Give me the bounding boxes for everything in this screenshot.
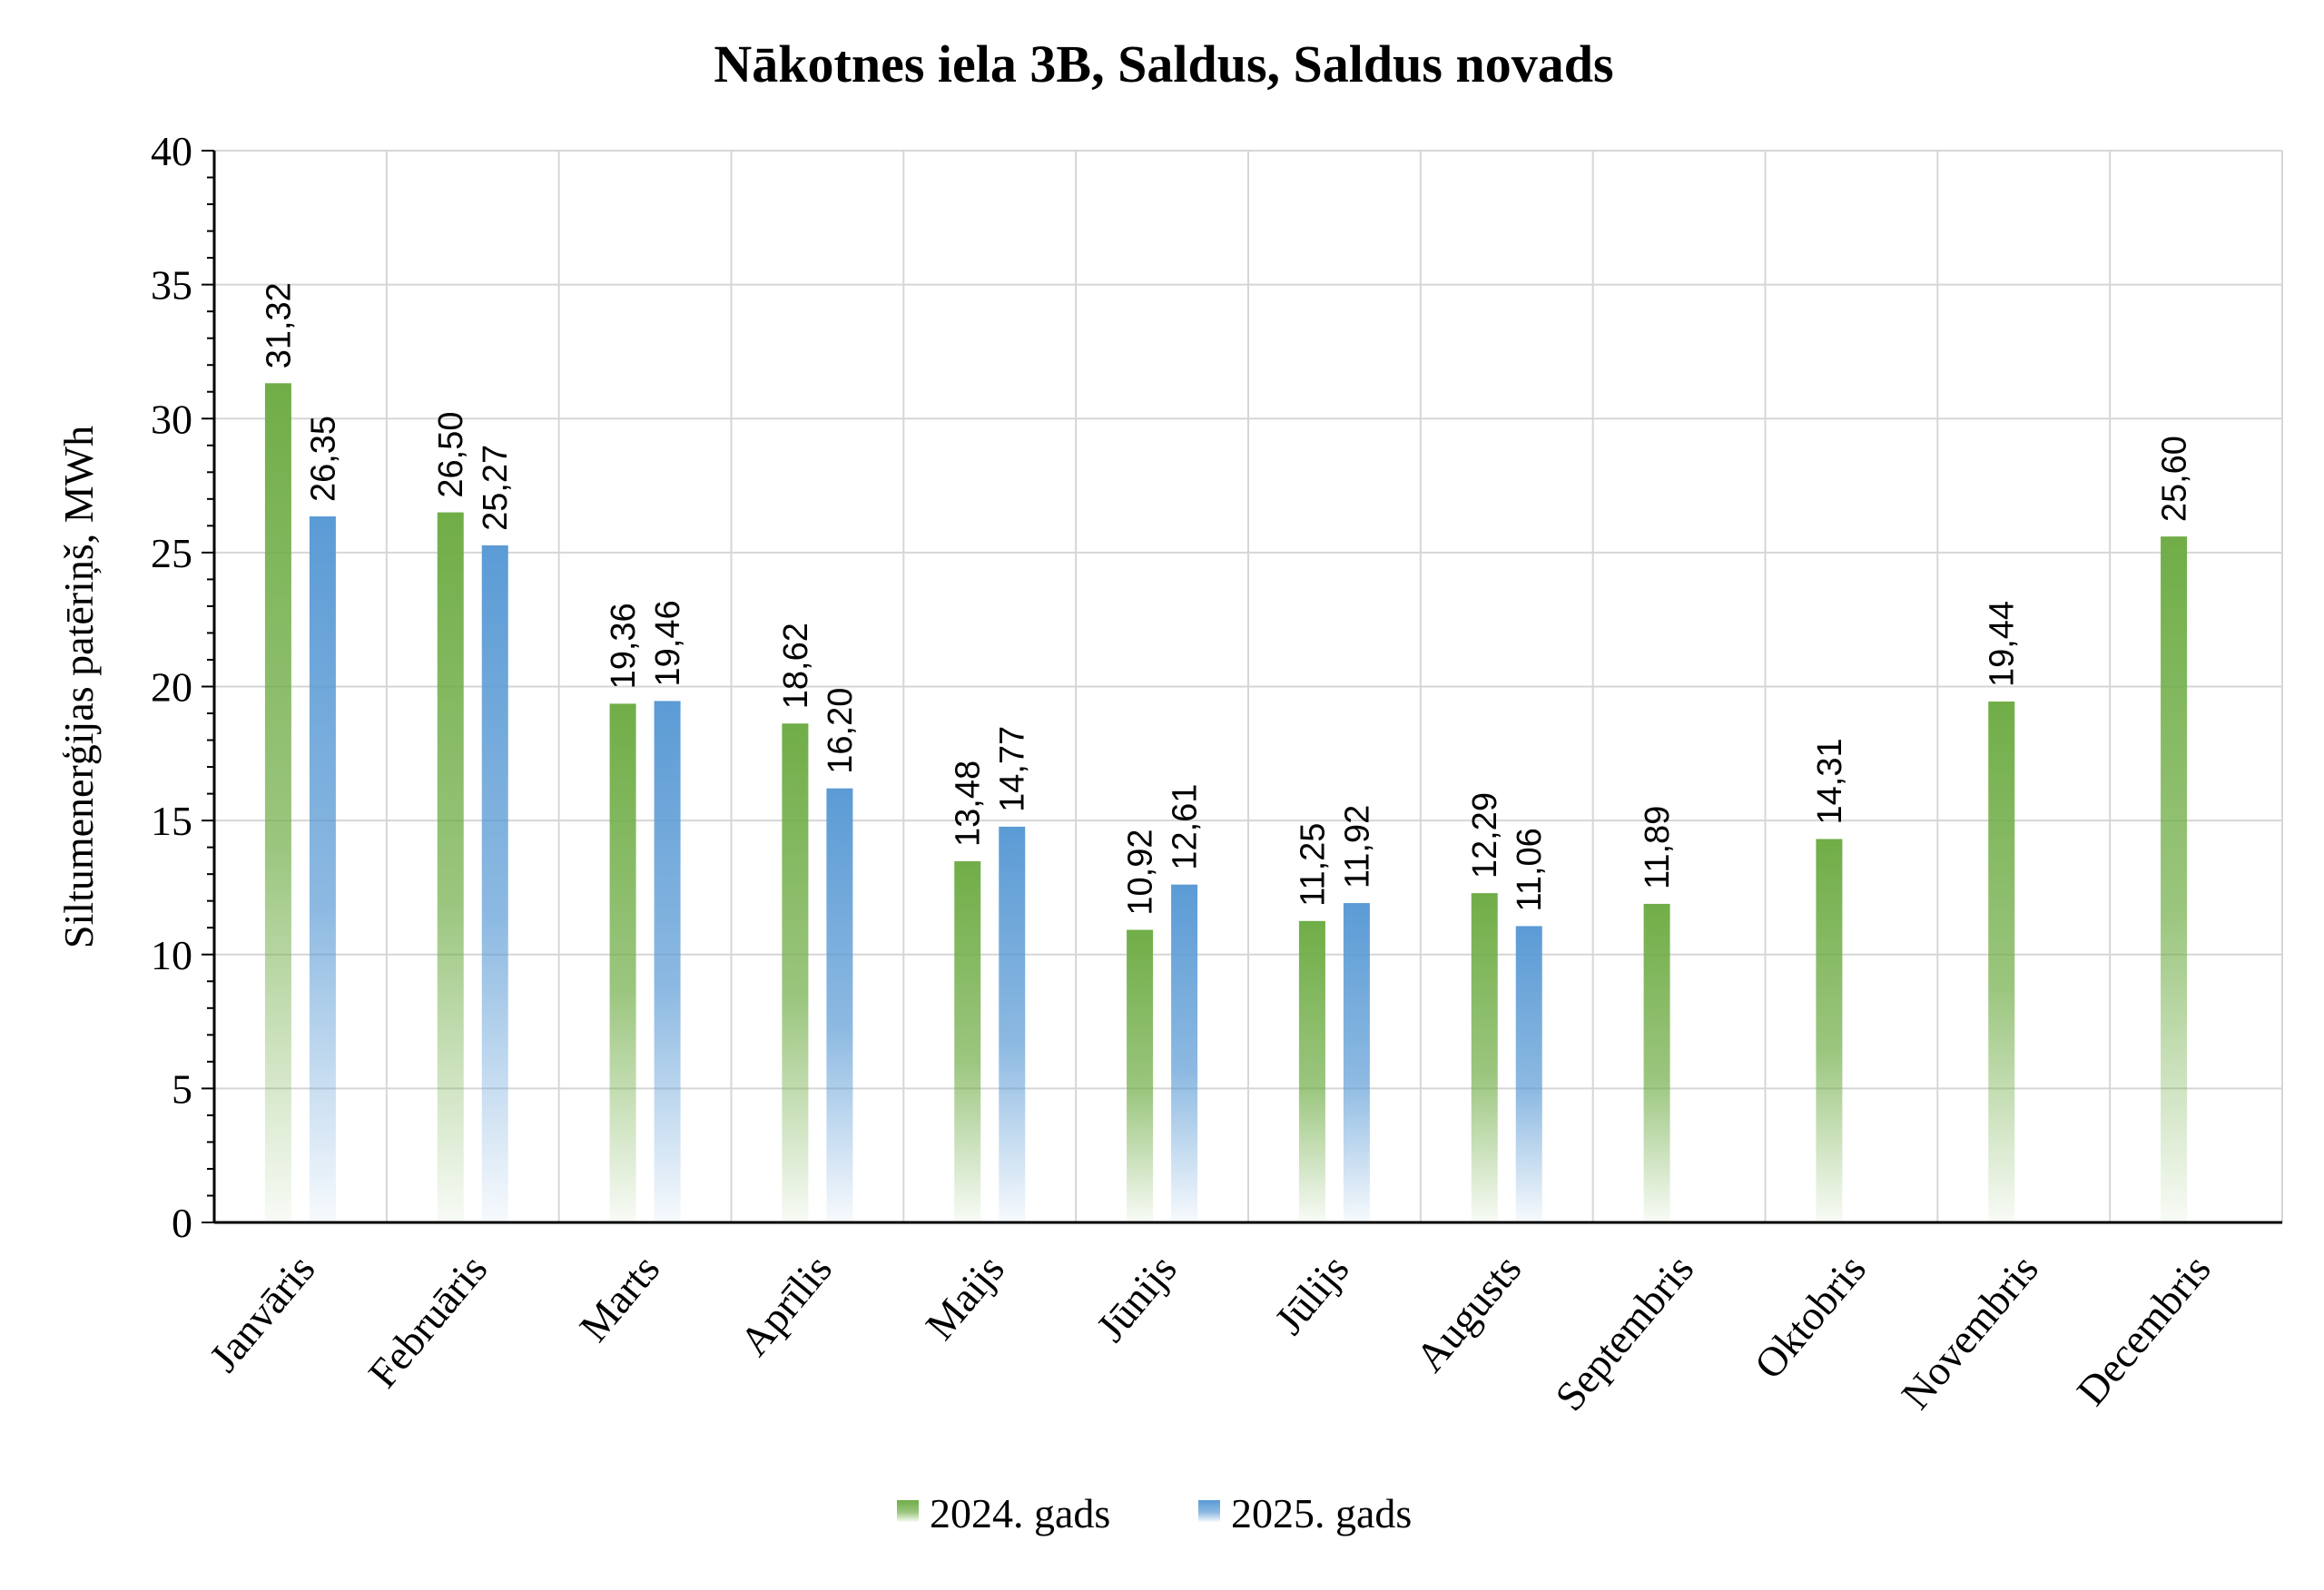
y-tick-label: 40 [151, 128, 192, 174]
bar-series2-4 [999, 826, 1026, 1222]
data-label: 25,27 [477, 445, 515, 531]
x-category-label: Decembris [2068, 1246, 2220, 1414]
bar-series2-0 [309, 516, 336, 1222]
data-label: 14,31 [1811, 738, 1849, 824]
x-category-label: Novembris [1892, 1246, 2046, 1418]
bar-series1-2 [609, 703, 636, 1222]
data-label: 11,25 [1294, 823, 1332, 907]
data-label: 14,77 [994, 726, 1032, 812]
x-category-label: Februāris [359, 1246, 497, 1397]
data-label: 31,32 [260, 282, 298, 368]
data-label: 26,35 [304, 416, 342, 502]
bars [264, 383, 2188, 1223]
data-label: 16,20 [822, 688, 860, 774]
legend: 2024. gads 2025. gads [897, 1490, 1412, 1536]
bar-series2-7 [1515, 926, 1542, 1222]
x-category-label: Septembris [1546, 1246, 1702, 1419]
data-label: 18,62 [777, 623, 815, 709]
bar-series1-10 [1988, 702, 2015, 1222]
axes: 0 5 10 15 20 25 30 35 40 Janvāris Februāris Marts Ap… [151, 128, 2282, 1419]
data-label: 13,48 [950, 761, 988, 847]
bar-series2-2 [654, 701, 681, 1222]
data-label: 12,29 [1466, 792, 1504, 878]
bar-series1-11 [2161, 536, 2188, 1222]
legend-label: 2024. gads [930, 1490, 1110, 1536]
bar-series1-9 [1816, 839, 1843, 1222]
y-axis-title: Siltumenerģijas patēriņš, MWh [55, 426, 102, 948]
grid-lines [214, 150, 2283, 1222]
bar-series1-7 [1471, 893, 1498, 1222]
x-category-label: Oktobris [1746, 1246, 1876, 1388]
x-category-label: Jūlijs [1265, 1246, 1358, 1343]
bar-series2-6 [1343, 903, 1370, 1222]
data-label: 19,46 [649, 600, 687, 686]
data-label: 10,92 [1122, 829, 1160, 915]
bar-series1-8 [1643, 903, 1670, 1222]
legend-swatch [897, 1500, 919, 1522]
data-label: 19,44 [1984, 601, 2022, 687]
x-category-label: Jūnijs [1088, 1246, 1186, 1350]
y-tick-label: 10 [151, 932, 192, 978]
data-label: 19,36 [605, 603, 643, 689]
y-tick-label: 5 [172, 1065, 192, 1112]
x-category-label: Marts [570, 1246, 668, 1350]
x-category-label: Janvāris [201, 1246, 324, 1380]
data-label: 11,06 [1511, 828, 1549, 911]
labels: 31,32 26,50 19,36 18,62 13,48 10,92 11,25 12,29… [260, 282, 2193, 915]
bar-series1-1 [437, 512, 464, 1222]
bar-series2-5 [1171, 884, 1198, 1222]
x-category-label: Aprīlis [731, 1246, 841, 1365]
data-label: 25,60 [2156, 436, 2194, 522]
bar-series2-3 [826, 788, 853, 1222]
chart-title: Nākotnes iela 3B, Saldus, Saldus novads [714, 34, 1613, 93]
bar-series1-4 [954, 861, 981, 1222]
data-label: 11,89 [1639, 806, 1677, 889]
y-tick-label: 30 [151, 396, 192, 442]
y-tick-label: 35 [151, 262, 192, 309]
bar-series1-0 [264, 383, 291, 1223]
y-tick-label: 20 [151, 664, 192, 711]
x-category-label: Maijs [916, 1246, 1012, 1349]
bar-series1-3 [782, 723, 809, 1222]
data-label: 26,50 [432, 411, 470, 497]
y-tick-label: 15 [151, 798, 192, 844]
y-tick-label: 0 [172, 1200, 192, 1246]
bar-series2-1 [481, 545, 508, 1222]
bar-series1-6 [1298, 920, 1325, 1222]
data-label: 11,92 [1338, 805, 1376, 888]
bar-series1-5 [1127, 929, 1154, 1222]
legend-label: 2025. gads [1231, 1490, 1412, 1536]
y-tick-label: 25 [151, 530, 192, 576]
data-label: 12,61 [1167, 784, 1205, 870]
legend-swatch [1198, 1500, 1220, 1522]
x-category-label: Augusts [1406, 1246, 1530, 1380]
